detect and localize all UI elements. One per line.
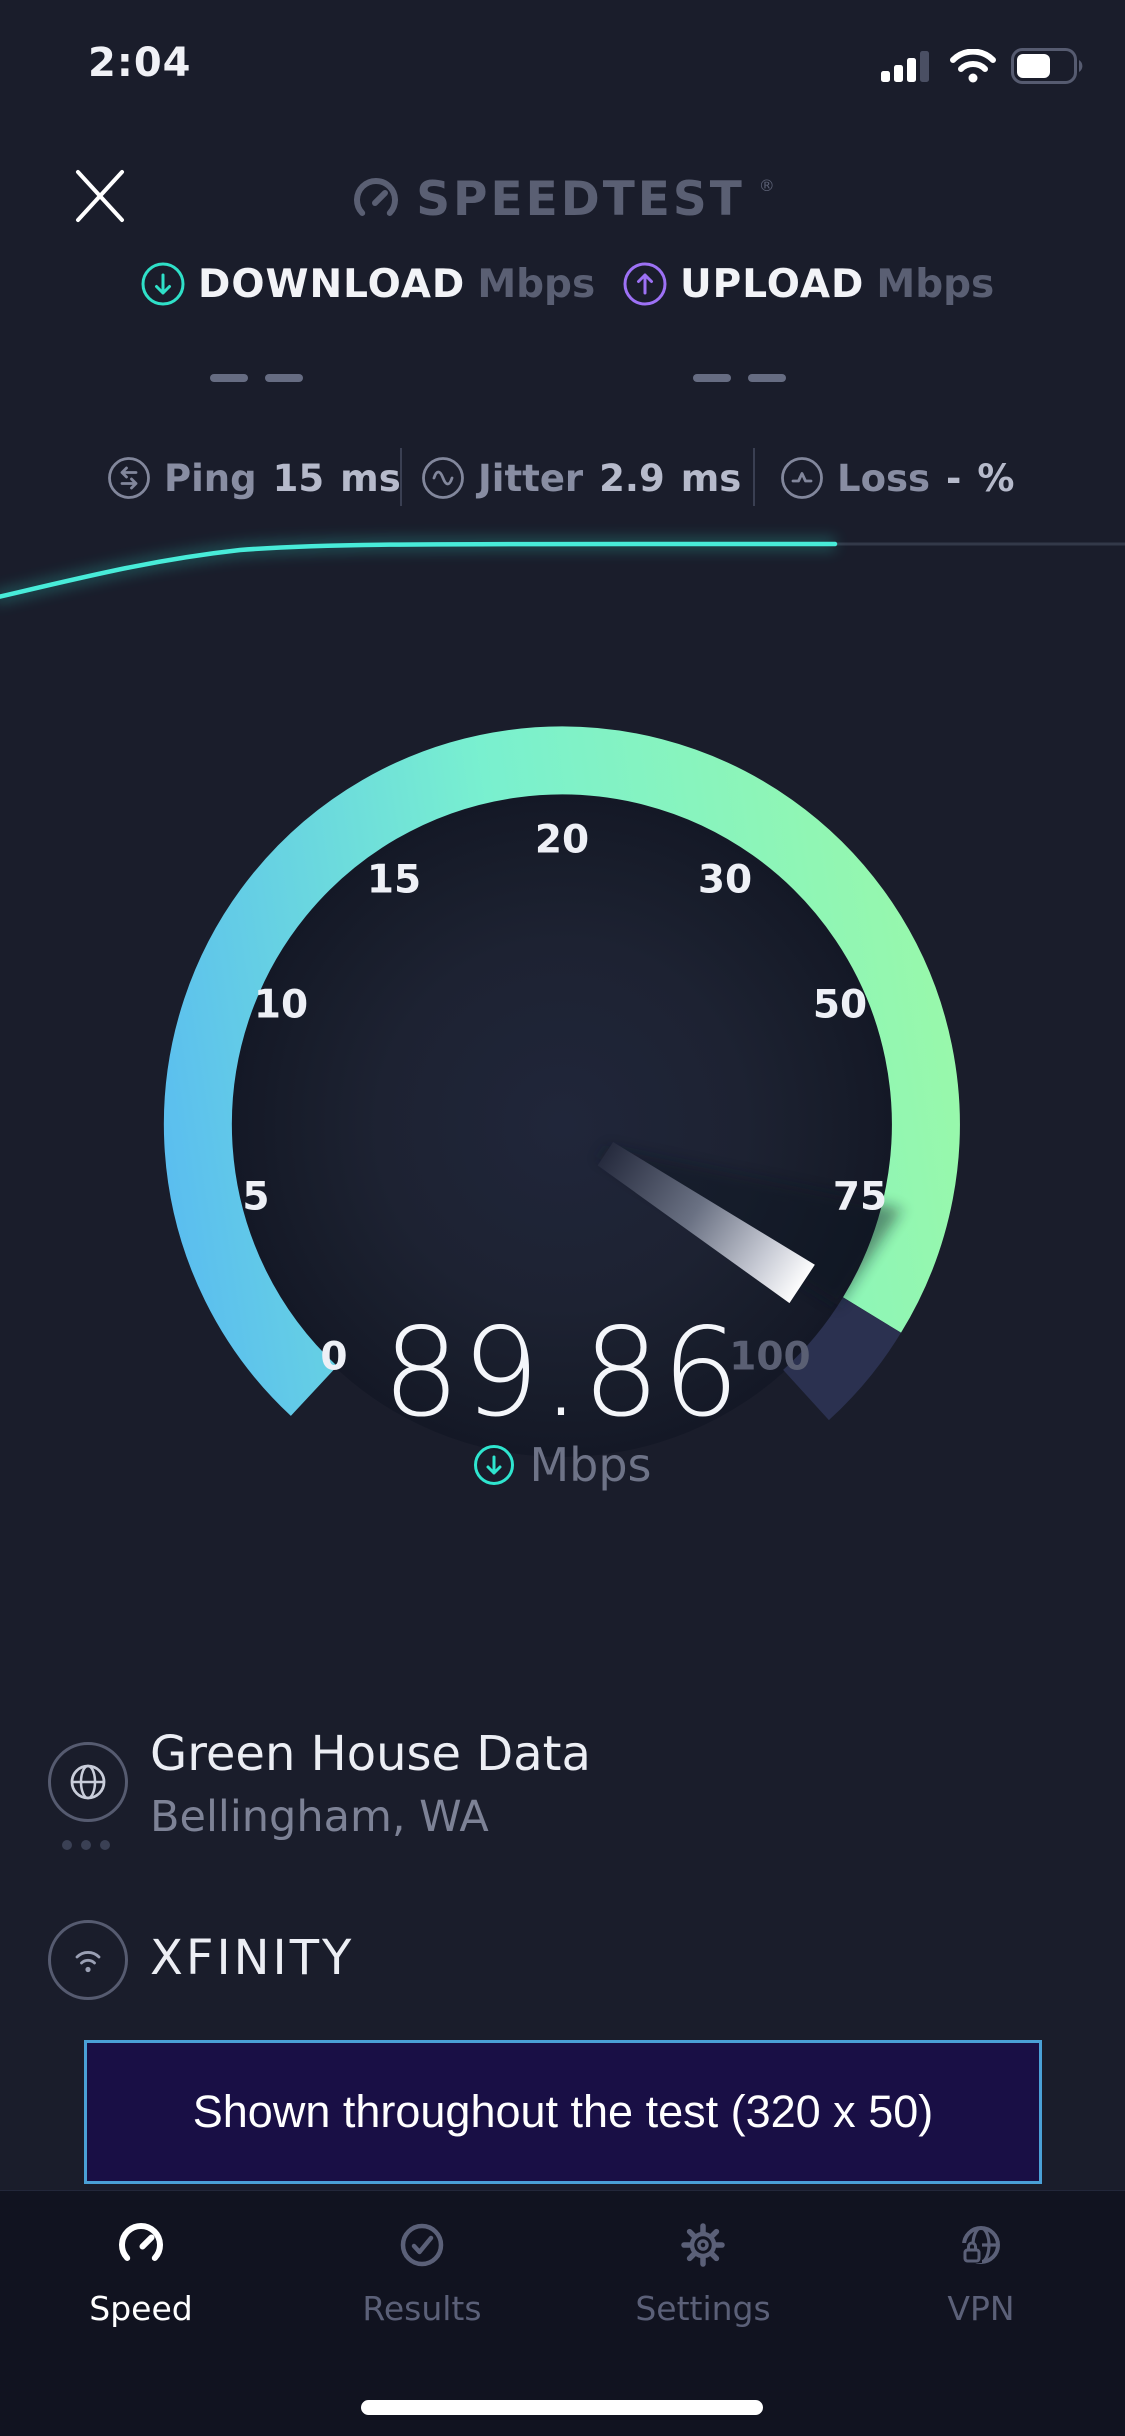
gauge-tick-50: 50: [812, 982, 868, 1028]
gauge-tick-30: 30: [697, 857, 753, 903]
isp-name: XFINITY: [150, 1930, 355, 1986]
download-arrow-icon: [474, 1445, 515, 1485]
speed-gauge-icon: [119, 2223, 163, 2261]
upload-value-placeholder: [693, 374, 786, 382]
server-location: Bellingham, WA: [150, 1792, 489, 1842]
tab-results[interactable]: Results: [322, 2217, 522, 2328]
jitter-stat: Jitter 2.9 ms: [420, 452, 741, 504]
vpn-globe-lock-icon: [962, 2226, 1000, 2264]
ping-label: Ping: [164, 456, 257, 500]
download-arrow-icon: [141, 262, 185, 306]
gauge-dial-face: [230, 793, 894, 1457]
current-speed-unit: Mbps: [0, 1438, 1125, 1492]
close-button[interactable]: [72, 168, 128, 224]
download-value-placeholder: [210, 374, 303, 382]
download-progress-sparkline: [0, 537, 1125, 604]
loss-stat: Loss - %: [779, 452, 1014, 504]
packet-loss-icon: [781, 457, 823, 499]
upload-arrow-icon: [623, 262, 667, 306]
jitter-value: 2.9: [599, 456, 665, 500]
tab-speed[interactable]: Speed: [41, 2217, 241, 2328]
wifi-icon: [950, 49, 996, 83]
battery-icon: [1011, 48, 1083, 84]
ad-banner[interactable]: Shown throughout the test (320 x 50): [84, 2040, 1042, 2184]
isp-wifi-icon: [48, 1920, 128, 2000]
gauge-tick-10: 10: [253, 982, 309, 1028]
download-unit: Mbps: [477, 261, 596, 307]
tab-results-label: Results: [362, 2289, 482, 2328]
ping-value: 15: [272, 456, 325, 500]
server-options-menu[interactable]: [62, 1840, 110, 1850]
server-name: Green House Data: [150, 1726, 591, 1782]
tab-settings-label: Settings: [635, 2289, 771, 2328]
registered-mark: ®: [758, 176, 775, 195]
tab-vpn[interactable]: VPN: [881, 2217, 1081, 2328]
loss-unit: %: [977, 456, 1015, 500]
gauge-tick-20: 20: [534, 817, 590, 863]
tab-vpn-label: VPN: [947, 2289, 1015, 2328]
server-globe-icon: [48, 1742, 128, 1822]
results-check-icon: [400, 2223, 444, 2267]
ping-icon: [108, 457, 150, 499]
ping-unit: ms: [340, 456, 401, 500]
cellular-signal-icon: [881, 51, 929, 82]
app-logo: SPEEDTEST ®: [0, 172, 1125, 227]
jitter-icon: [422, 457, 464, 499]
ad-banner-text: Shown throughout the test (320 x 50): [192, 2086, 934, 2137]
tab-bar: Speed Results: [0, 2190, 1125, 2436]
gauge-arc-remainder: [782, 1296, 902, 1421]
logo-wordmark: SPEEDTEST: [416, 172, 745, 227]
download-metric-header: DOWNLOAD Mbps: [140, 260, 595, 308]
gauge-arc-filled: [163, 726, 960, 1416]
download-label: DOWNLOAD: [198, 261, 466, 307]
ping-stat: Ping 15 ms: [106, 452, 401, 504]
gauge-tick-100: 100: [729, 1334, 811, 1380]
divider: [753, 448, 755, 506]
tab-speed-label: Speed: [89, 2289, 193, 2328]
upload-unit: Mbps: [876, 261, 995, 307]
loss-label: Loss: [837, 456, 931, 500]
current-speed-value: 89.86: [382, 1302, 742, 1444]
speedtest-gauge-logo-icon: [354, 177, 399, 216]
speed-gauge: 0 5 10 15 20 30 50 75 100 89.86 Mbps: [0, 700, 1125, 1510]
settings-gear-icon: [681, 2223, 725, 2267]
status-icons: [881, 48, 1087, 84]
divider: [400, 448, 402, 506]
close-icon: [76, 170, 124, 222]
upload-label: UPLOAD: [680, 261, 865, 307]
gauge-needle: [597, 1142, 815, 1304]
speed-unit-label: Mbps: [529, 1438, 652, 1492]
home-indicator[interactable]: [361, 2400, 763, 2415]
tab-settings[interactable]: Settings: [603, 2217, 803, 2328]
status-time: 2:04: [88, 40, 192, 86]
gauge-tick-0: 0: [320, 1334, 348, 1380]
upload-metric-header: UPLOAD Mbps: [622, 260, 994, 308]
gauge-tick-5: 5: [242, 1174, 270, 1220]
gauge-tick-75: 75: [832, 1174, 888, 1220]
loss-value: -: [946, 456, 962, 500]
jitter-unit: ms: [680, 456, 742, 500]
jitter-label: Jitter: [478, 456, 584, 500]
gauge-tick-15: 15: [366, 857, 422, 903]
gauge-graphic: [163, 726, 960, 1457]
